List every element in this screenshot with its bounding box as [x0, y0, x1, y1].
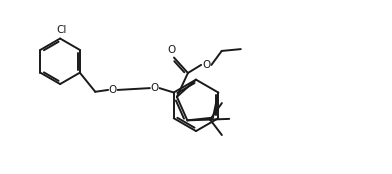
Text: O: O: [151, 83, 159, 93]
Text: O: O: [167, 45, 175, 55]
Text: Cl: Cl: [57, 25, 67, 35]
Text: O: O: [109, 85, 117, 95]
Text: O: O: [202, 60, 211, 70]
